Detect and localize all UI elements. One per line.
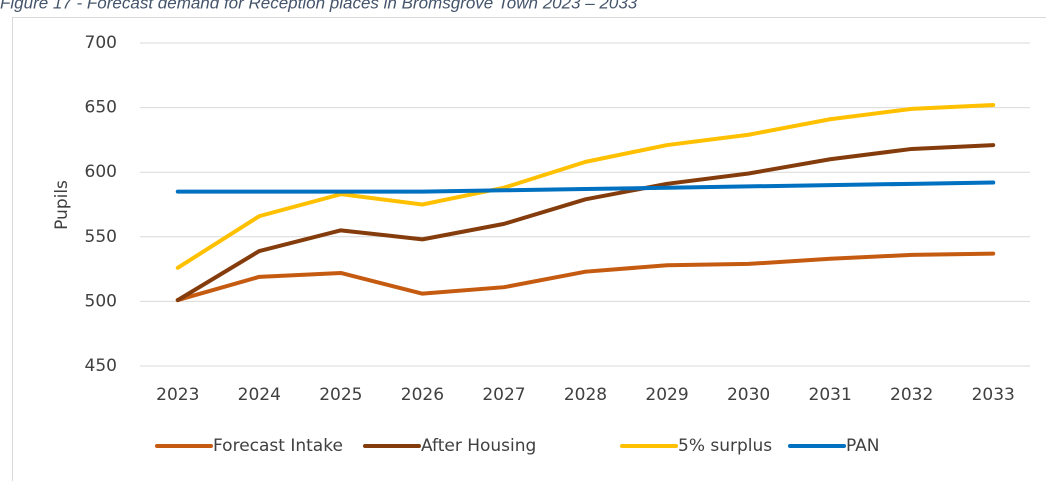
- y-tick-label: 450: [85, 356, 117, 376]
- x-tick-label: 2024: [238, 385, 281, 405]
- series-line: [175, 103, 996, 270]
- x-tick-label: 2029: [645, 385, 688, 405]
- x-tick-label: 2028: [564, 385, 607, 405]
- y-tick-label: 650: [85, 98, 117, 118]
- y-tick-label: 600: [85, 162, 117, 182]
- x-tick-label: 2032: [890, 385, 933, 405]
- y-axis-label: Pupils: [52, 180, 72, 230]
- legend-label: 5% surplus: [678, 436, 772, 456]
- legend-label: Forecast Intake: [213, 436, 343, 456]
- series-line: [175, 251, 996, 303]
- x-tick-label: 2030: [727, 385, 770, 405]
- x-tick-label: 2025: [319, 385, 362, 405]
- y-tick-label: 550: [85, 227, 117, 247]
- x-tick-label: 2026: [401, 385, 444, 405]
- x-tick-label: 2023: [156, 385, 199, 405]
- x-tick-label: 2031: [809, 385, 852, 405]
- series-line: [175, 180, 996, 194]
- legend-label: After Housing: [421, 436, 536, 456]
- chart-border: [12, 17, 1046, 481]
- series-line: [175, 143, 996, 303]
- y-tick-label: 500: [85, 291, 117, 311]
- x-tick-label: 2027: [482, 385, 525, 405]
- legend-label: PAN: [846, 436, 880, 456]
- x-tick-label: 2033: [972, 385, 1015, 405]
- y-tick-label: 700: [85, 33, 117, 53]
- chart-title: Figure 17 - Forecast demand for Receptio…: [0, 0, 638, 12]
